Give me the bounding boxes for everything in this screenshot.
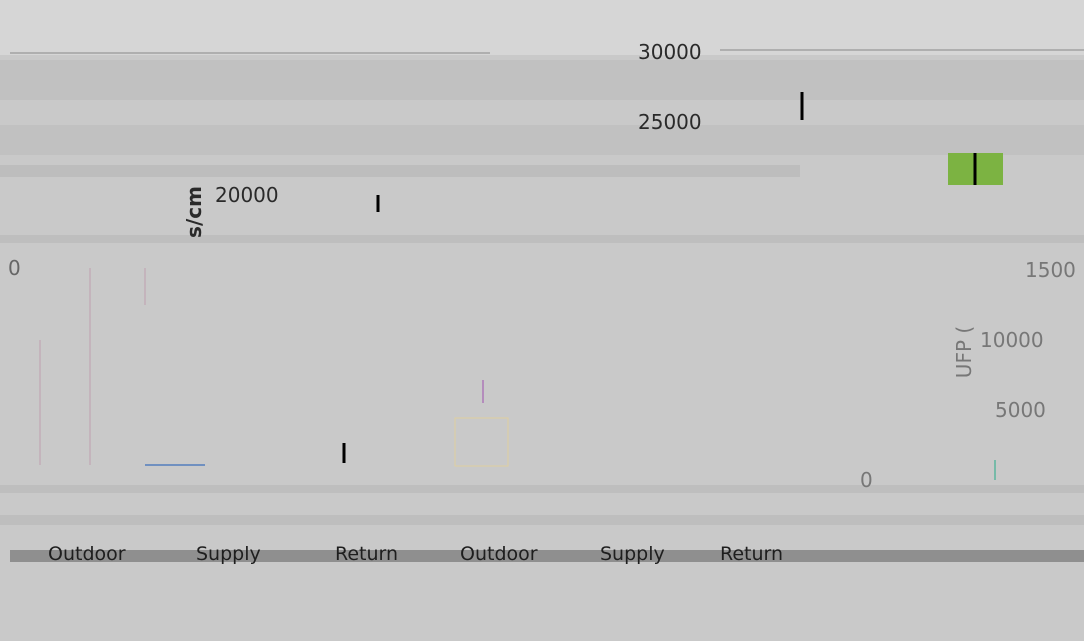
- glitch-band: [0, 60, 1084, 100]
- top-band: [0, 0, 1084, 55]
- box: [454, 417, 509, 467]
- right-tick: 0: [860, 468, 873, 492]
- category-label: Outdoor: [460, 543, 538, 565]
- right-tick: 10000: [980, 328, 1044, 352]
- glitch-band: [0, 485, 1084, 493]
- left-tick: 30000: [638, 40, 702, 64]
- right-tick: 5000: [995, 398, 1046, 422]
- category-label: Supply: [196, 543, 261, 565]
- category-label: Supply: [600, 543, 665, 565]
- category-label: Outdoor: [48, 543, 126, 565]
- right-tick: 1500: [1025, 258, 1076, 282]
- glitch-band: [0, 235, 1084, 243]
- left-tick: 25000: [638, 110, 702, 134]
- right-axis-label: UFP (: [952, 325, 977, 379]
- category-label: Return: [335, 543, 399, 565]
- category-label: Return: [720, 543, 784, 565]
- glitch-band: [0, 165, 800, 177]
- left-tick: 0: [8, 256, 21, 280]
- left-tick: 20000: [215, 183, 279, 207]
- glitch-band: [10, 550, 1084, 562]
- left-axis-label: s/cm: [181, 186, 206, 238]
- glitch-band: [0, 125, 1084, 155]
- glitch-band: [0, 515, 1084, 525]
